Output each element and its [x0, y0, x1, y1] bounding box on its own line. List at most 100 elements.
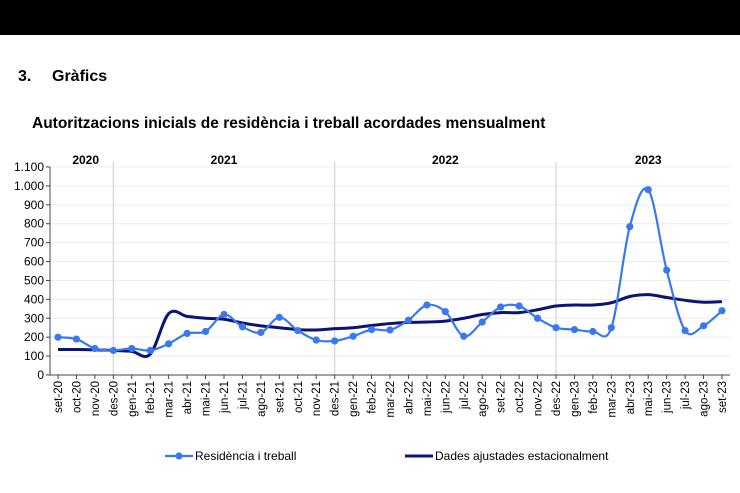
- data-point: [238, 323, 247, 331]
- data-point: [626, 222, 634, 231]
- y-tick-label: 0: [37, 368, 44, 382]
- top-black-bar: [0, 0, 740, 35]
- legend-label: Dades ajustades estacionalment: [435, 449, 609, 463]
- data-point: [54, 333, 62, 341]
- data-point: [589, 327, 597, 336]
- x-tick-label: des-22: [551, 381, 563, 416]
- x-tick-label: ago-23: [699, 381, 711, 417]
- data-point: [91, 344, 99, 353]
- x-tick-label: ago-21: [256, 381, 268, 417]
- data-point: [165, 340, 173, 348]
- data-point: [515, 302, 523, 310]
- data-point: [183, 329, 191, 337]
- y-tick-label: 1.000: [14, 179, 44, 193]
- year-label: 2022: [432, 153, 459, 167]
- x-tick-label: nov-22: [533, 381, 545, 416]
- data-point: [533, 314, 542, 322]
- data-point: [257, 328, 265, 337]
- year-label: 2020: [72, 153, 99, 167]
- x-tick-label: oct-22: [514, 381, 526, 413]
- y-tick-label: 300: [24, 311, 44, 325]
- legend-label: Residència i treball: [195, 449, 296, 463]
- x-tick-label: des-21: [330, 381, 342, 416]
- x-tick-label: oct-21: [293, 381, 305, 413]
- x-tick-label: set-22: [496, 381, 508, 413]
- data-point: [681, 326, 689, 335]
- x-tick-label: gen-23: [569, 381, 581, 417]
- x-tick-label: mai-21: [201, 381, 213, 416]
- y-tick-label: 800: [24, 217, 44, 231]
- x-tick-label: feb-23: [588, 381, 600, 414]
- year-label: 2021: [211, 153, 238, 167]
- data-point: [718, 307, 726, 315]
- data-point: [478, 318, 486, 326]
- x-tick-label: gen-22: [348, 381, 360, 417]
- data-point: [294, 326, 302, 335]
- y-tick-label: 600: [24, 255, 44, 269]
- x-tick-label: abr-23: [625, 381, 637, 414]
- year-label: 2023: [635, 153, 662, 167]
- seasonally-adjusted-line: [57, 293, 723, 358]
- data-point: [220, 310, 228, 319]
- x-tick-label: abr-21: [182, 381, 194, 414]
- data-point: [386, 326, 394, 334]
- x-tick-label: set-23: [717, 381, 729, 413]
- x-tick-label: jul-21: [237, 381, 249, 410]
- x-tick-label: feb-21: [145, 381, 157, 414]
- y-tick-label: 400: [24, 292, 44, 306]
- x-tick-label: feb-22: [367, 381, 379, 414]
- legend-marker: [175, 452, 183, 460]
- x-tick-label: nov-21: [311, 381, 323, 416]
- x-tick-label: abr-22: [403, 381, 415, 414]
- data-point: [109, 346, 117, 355]
- y-tick-label: 900: [24, 198, 44, 212]
- data-point: [441, 308, 449, 316]
- x-tick-label: set-20: [53, 381, 65, 413]
- section-number: 3.: [18, 68, 32, 85]
- x-tick-label: jun-22: [440, 381, 452, 414]
- y-tick-label: 1.100: [14, 160, 44, 174]
- data-point: [275, 313, 283, 321]
- x-tick-label: set-21: [274, 381, 286, 413]
- data-point: [644, 186, 652, 194]
- data-point: [663, 266, 671, 274]
- x-tick-label: mai-22: [422, 381, 434, 416]
- x-tick-label: ago-22: [477, 381, 489, 417]
- data-point: [128, 344, 136, 353]
- x-tick-label: mai-23: [643, 381, 655, 416]
- y-tick-label: 700: [24, 236, 44, 250]
- data-point: [72, 335, 81, 343]
- x-tick-label: jul-23: [680, 381, 692, 410]
- x-tick-label: jun-23: [662, 381, 674, 414]
- x-tick-label: jun-21: [219, 381, 231, 414]
- x-tick-label: nov-20: [90, 381, 102, 416]
- x-tick-label: jul-22: [459, 381, 471, 410]
- data-point: [497, 303, 505, 311]
- data-point: [331, 337, 339, 345]
- data-point: [699, 322, 708, 330]
- data-point: [312, 336, 320, 344]
- data-point: [607, 324, 615, 332]
- data-point: [552, 324, 560, 332]
- x-tick-label: gen-21: [127, 381, 139, 417]
- residence-work-line: [57, 187, 723, 352]
- data-point: [367, 326, 376, 334]
- data-point: [349, 332, 357, 340]
- data-point: [460, 332, 468, 340]
- y-tick-label: 500: [24, 273, 44, 287]
- y-tick-label: 200: [24, 330, 44, 344]
- x-tick-label: des-20: [108, 381, 120, 416]
- section-title: Gràfics: [52, 68, 108, 85]
- y-tick-label: 100: [24, 349, 44, 363]
- data-point: [423, 301, 431, 309]
- data-point: [404, 316, 413, 324]
- x-tick-label: mar-22: [385, 381, 397, 417]
- section-heading: 3. Gràfics: [18, 68, 107, 86]
- data-point: [146, 346, 154, 355]
- data-point: [570, 326, 579, 334]
- x-tick-label: oct-20: [71, 381, 83, 413]
- chart-title: Autoritzacions inicials de residència i …: [32, 115, 546, 132]
- x-tick-label: mar-23: [606, 381, 618, 417]
- data-point: [201, 327, 210, 336]
